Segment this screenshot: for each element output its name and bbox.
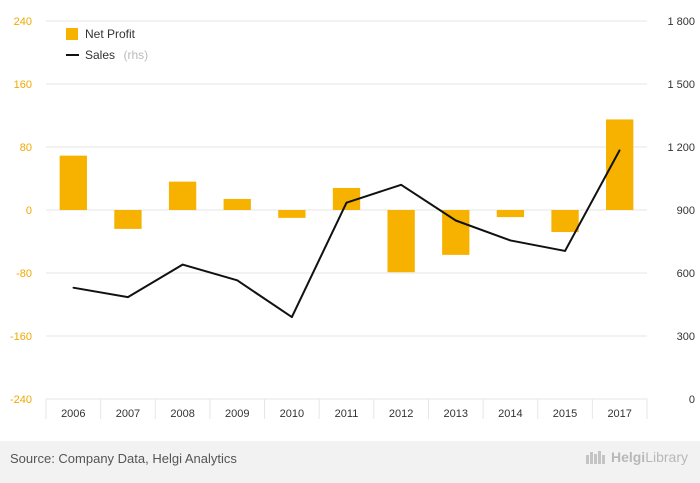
chart: 240 160 80 0 -80 -160 -240 1 800 1 500 1 200 900 6… bbox=[10, 16, 695, 420]
sales-point bbox=[236, 279, 239, 282]
right-tick-label: 1 500 bbox=[667, 79, 695, 91]
x-tick-label: 2013 bbox=[444, 408, 468, 420]
left-tick-label: -240 bbox=[10, 394, 32, 406]
left-tick-label: 160 bbox=[14, 79, 32, 91]
x-tick-label: 2012 bbox=[389, 408, 413, 420]
net-profit-bars bbox=[59, 119, 634, 273]
net-profit-bar bbox=[442, 210, 470, 255]
net-profit-bar bbox=[59, 155, 87, 210]
sales-point bbox=[72, 286, 75, 289]
sales-point bbox=[127, 296, 129, 298]
legend-sales-note: (rhs) bbox=[123, 48, 148, 62]
net-profit-bar bbox=[278, 210, 306, 218]
legend-swatch-net-profit bbox=[66, 28, 78, 40]
sales-point bbox=[454, 219, 457, 222]
grid bbox=[46, 20, 647, 400]
x-tick-label: 2007 bbox=[116, 408, 140, 420]
right-axis: 1 800 1 500 1 200 900 600 300 0 bbox=[667, 16, 695, 406]
x-tick-label: 2014 bbox=[498, 408, 522, 420]
net-profit-bar bbox=[223, 198, 251, 210]
footer: Source: Company Data, Helgi Analytics He… bbox=[0, 441, 700, 483]
left-tick-label: 240 bbox=[14, 16, 32, 28]
x-tick-label: 2006 bbox=[61, 408, 85, 420]
net-profit-bar bbox=[332, 187, 361, 210]
right-tick-label: 1 800 bbox=[667, 16, 695, 28]
x-tick-label: 2011 bbox=[335, 408, 359, 420]
net-profit-bar bbox=[606, 119, 634, 210]
right-tick-label: 600 bbox=[677, 268, 695, 280]
logo-text-library: Library bbox=[645, 449, 688, 465]
net-profit-bar bbox=[496, 210, 525, 218]
sales-line-group bbox=[72, 149, 621, 319]
source-text: Source: Company Data, Helgi Analytics bbox=[10, 451, 237, 466]
sales-point bbox=[564, 250, 566, 252]
right-tick-label: 1 200 bbox=[667, 142, 695, 154]
left-tick-label: -160 bbox=[10, 331, 32, 343]
left-tick-label: -80 bbox=[16, 268, 32, 280]
x-tick-label: 2009 bbox=[225, 408, 249, 420]
sales-point bbox=[345, 201, 348, 204]
net-profit-bar bbox=[114, 210, 142, 229]
library-logo-icon bbox=[585, 451, 605, 464]
legend-sales-name: Sales bbox=[85, 48, 115, 62]
left-tick-label: 80 bbox=[20, 142, 32, 154]
sales-line bbox=[73, 149, 621, 319]
net-profit-bar bbox=[387, 210, 415, 273]
sales-point bbox=[400, 184, 402, 186]
right-tick-label: 300 bbox=[677, 331, 695, 343]
left-axis: 240 160 80 0 -80 -160 -240 bbox=[10, 16, 32, 406]
net-profit-bar bbox=[551, 210, 579, 233]
legend: Net Profit Sales (rhs) bbox=[66, 27, 148, 63]
legend-label-sales: Sales (rhs) bbox=[85, 46, 148, 63]
sales-point bbox=[509, 239, 512, 242]
net-profit-bar bbox=[168, 181, 197, 210]
x-tick-label: 2017 bbox=[607, 408, 631, 420]
x-tick-label: 2010 bbox=[280, 408, 304, 420]
logo-text-helgi: Helgi bbox=[610, 449, 646, 465]
x-tick-label: 2015 bbox=[553, 408, 577, 420]
right-tick-label: 0 bbox=[689, 394, 695, 406]
sales-point bbox=[291, 316, 293, 318]
sales-point bbox=[181, 263, 184, 266]
x-tick-label: 2008 bbox=[170, 408, 194, 420]
x-axis: 2006 2007 2008 2009 2010 2011 2012 2013 2014 2015… bbox=[45, 399, 648, 420]
left-tick-label: 0 bbox=[26, 205, 32, 217]
sales-point bbox=[618, 149, 621, 151]
helgi-library-logo: HelgiLibrary bbox=[585, 449, 688, 465]
legend-label-net-profit: Net Profit bbox=[85, 27, 136, 41]
right-tick-label: 900 bbox=[677, 205, 695, 217]
